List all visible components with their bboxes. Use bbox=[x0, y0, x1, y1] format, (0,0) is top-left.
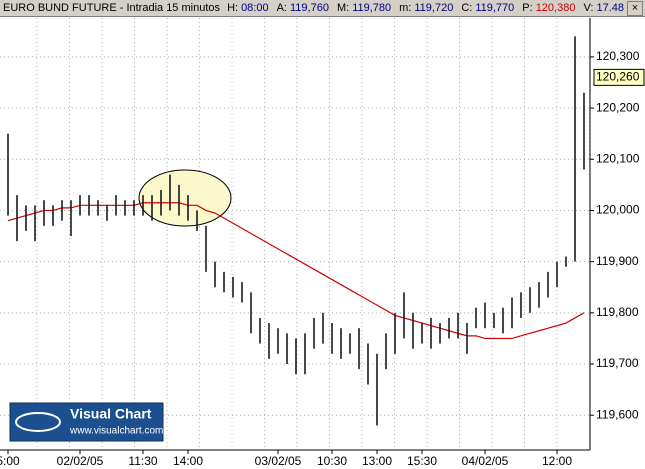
field-label: H: bbox=[227, 2, 239, 14]
field-value: 119,720 bbox=[414, 2, 454, 14]
x-tick-label: 10:30 bbox=[317, 454, 347, 468]
logo-url: www.visualchart.com bbox=[69, 426, 163, 437]
header-field: H: 08:00 bbox=[227, 2, 273, 14]
header-field: C: 119,770 bbox=[461, 2, 518, 14]
field-value: 08:00 bbox=[241, 2, 269, 14]
x-tick-label: 02/02/05 bbox=[57, 454, 104, 468]
logo-name: Visual Chart bbox=[70, 406, 152, 422]
last-price-label: 120,260 bbox=[596, 70, 640, 84]
field-label: m: bbox=[399, 2, 412, 14]
y-tick-label: 119,900 bbox=[596, 254, 639, 268]
y-tick-label: 120,200 bbox=[596, 100, 640, 114]
x-tick-label: 5:00 bbox=[0, 454, 20, 468]
y-tick-label: 119,800 bbox=[596, 305, 639, 319]
highlight-ellipse bbox=[138, 169, 232, 227]
field-value: 119,780 bbox=[352, 2, 392, 14]
x-tick-label: 15:30 bbox=[407, 454, 437, 468]
field-label: A: bbox=[276, 2, 287, 14]
field-label: M: bbox=[336, 2, 350, 14]
logo: Visual Chart www.visualchart.com bbox=[9, 402, 164, 442]
logo-box bbox=[9, 402, 164, 442]
field-label: C: bbox=[461, 2, 473, 14]
x-tick-label: 11:30 bbox=[128, 454, 157, 468]
moving-average bbox=[7, 202, 585, 340]
field-value: 119,760 bbox=[290, 2, 329, 14]
x-tick-label: 14:00 bbox=[173, 454, 203, 468]
field-value: 120,380 bbox=[535, 2, 576, 14]
y-tick-label: 120,000 bbox=[596, 203, 640, 217]
header-field: A: 119,760 bbox=[277, 2, 333, 14]
y-tick-label: 120,300 bbox=[596, 49, 640, 63]
header-field: m: 119,720 bbox=[399, 2, 457, 14]
x-tick-label: 12:00 bbox=[542, 454, 572, 468]
header-field: V: 17.48 bbox=[583, 2, 628, 14]
x-tick-label: 03/02/05 bbox=[255, 454, 302, 468]
header-bar: EURO BUND FUTURE - Intradia 15 minutos H… bbox=[0, 0, 645, 17]
x-tick-label: 13:00 bbox=[362, 454, 392, 468]
header-field: P: 120,380 bbox=[522, 2, 579, 14]
field-label: V: bbox=[583, 2, 594, 14]
field-value: 17.48 bbox=[596, 2, 624, 14]
y-tick-label: 120,100 bbox=[596, 151, 640, 165]
y-tick-label: 119,700 bbox=[596, 356, 639, 370]
chart: 119,600 119,700 119,800 119,900 120,000 120,1… bbox=[0, 18, 645, 468]
chart-title: EURO BUND FUTURE - Intradia 15 minutos bbox=[3, 2, 220, 14]
header-field: M: 119,780 bbox=[337, 2, 395, 14]
field-label: P: bbox=[522, 2, 533, 14]
last-price-box bbox=[593, 68, 645, 86]
y-tick-label: 119,600 bbox=[596, 407, 639, 421]
logo-swoosh bbox=[15, 412, 61, 432]
field-value: 119,770 bbox=[475, 2, 515, 14]
x-tick-label: 04/02/05 bbox=[462, 454, 509, 468]
plot-area bbox=[0, 18, 590, 450]
close-button[interactable]: × bbox=[627, 1, 643, 16]
